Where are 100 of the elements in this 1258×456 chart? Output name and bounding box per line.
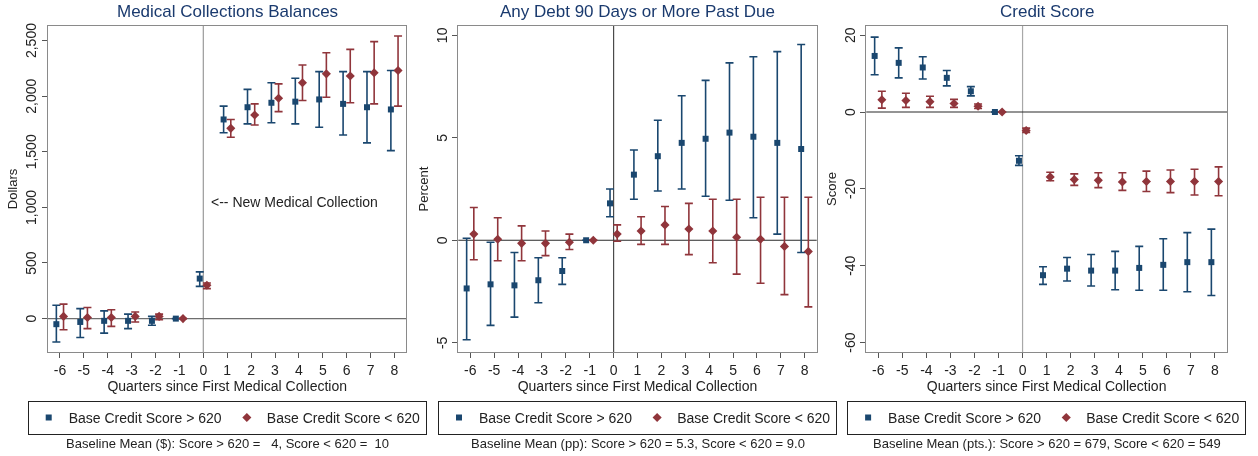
point [244,104,251,111]
point [82,312,92,323]
point [268,99,275,106]
point [779,241,789,251]
point [196,275,203,282]
x-tick-label: -6 [464,361,477,378]
x-tick-label: 8 [390,361,399,378]
x-tick-label: 0 [609,361,618,378]
x-tick-label: 1 [1042,361,1051,378]
x-tick-label: 7 [776,361,785,378]
y-tick-label: 2,500 [23,22,40,59]
point [564,237,574,247]
point [877,95,887,105]
y-tick-label: 20 [841,27,858,44]
point [463,285,470,292]
x-tick-label: -2 [149,361,162,378]
text: Baseline Mean (pts.): Score > 620 = 679, Score < 620 = 549 [873,436,1221,451]
point [559,268,566,275]
x-tick-label: 5 [729,361,738,378]
point [369,68,379,78]
point [1208,259,1215,266]
x-tick-label: 8 [800,361,809,378]
point [125,317,132,324]
point [803,246,813,257]
y-tick-label: -40 [841,255,858,276]
y-tick-label: 500 [23,251,40,275]
x-tick-label: 3 [1090,361,1099,378]
point [340,100,347,107]
point [316,96,323,103]
legend-label: Base Credit Score < 620 [677,409,831,426]
point [106,312,116,323]
legend-label: Base Credit Score > 620 [68,409,222,426]
y-tick-label: -20 [841,178,858,200]
point [58,311,69,321]
point [684,224,694,234]
point [363,104,370,111]
x-tick-label: -6 [53,361,67,378]
x-tick-label: -1 [992,361,1005,378]
point [708,226,718,236]
x-tick-label: -4 [101,361,115,378]
point [493,234,503,244]
y-tick-label: -60 [841,332,858,353]
y-tick-label: -5 [433,336,450,350]
point [871,52,878,59]
legend-label: Base Credit Score > 620 [479,409,633,426]
x-axis-title: Quarters since First Medical Collection [926,377,1167,394]
x-tick-label: -5 [77,361,91,378]
point [756,234,766,244]
point [1088,267,1095,274]
x-tick-label: 5 [1138,361,1147,378]
point [588,235,598,245]
point [636,226,646,236]
annotation: <-- New Medical Collection [211,194,378,210]
point [919,64,926,71]
x-tick-label: -2 [968,361,981,378]
point [178,314,188,324]
x-tick-label: -2 [559,361,573,378]
x-tick-label: 0 [199,361,208,378]
point [540,238,551,248]
chart-title: Credit Score [1000,2,1095,21]
x-axis-title: Quarters since First Medical Collection [107,377,348,394]
point [321,69,331,79]
point [1112,267,1119,274]
y-tick-label: 1,000 [23,189,40,225]
point [1136,264,1143,271]
point [630,171,637,178]
x-tick-label: -3 [535,361,549,378]
point [1064,265,1071,272]
point [345,71,355,81]
legend-label: Base Credit Score < 620 [1086,409,1240,426]
point [726,129,733,136]
point [274,93,284,103]
point [943,74,950,81]
x-tick-label: 2 [247,361,256,378]
x-tick-label: 3 [681,361,690,378]
point [1189,176,1200,187]
x-axis-title: Quarters since First Medical Collection [517,377,758,394]
x-tick-label: 1 [223,361,232,378]
point [750,133,757,140]
point [997,107,1007,117]
x-tick-label: 7 [1187,361,1196,378]
x-tick-label: 3 [271,361,280,378]
y-tick-label: 0 [841,108,858,117]
x-tick-label: 6 [342,361,351,378]
y-axis-title: Dollars [5,168,21,210]
y-tick-label: 5 [433,133,450,142]
point [517,238,527,248]
x-tick-label: 1 [633,361,642,378]
point [535,277,542,284]
point [1184,259,1191,266]
point [226,123,236,133]
point [53,321,60,328]
point [77,318,84,325]
text: Baseline Mean ($): Score > 620 = 4, Score < 620 = 10 [66,436,390,451]
y-tick-label: 0 [23,314,40,323]
point [774,139,781,146]
point [612,229,622,239]
point [387,106,394,113]
x-tick-label: 7 [366,361,375,378]
x-tick-label: 5 [318,361,327,378]
